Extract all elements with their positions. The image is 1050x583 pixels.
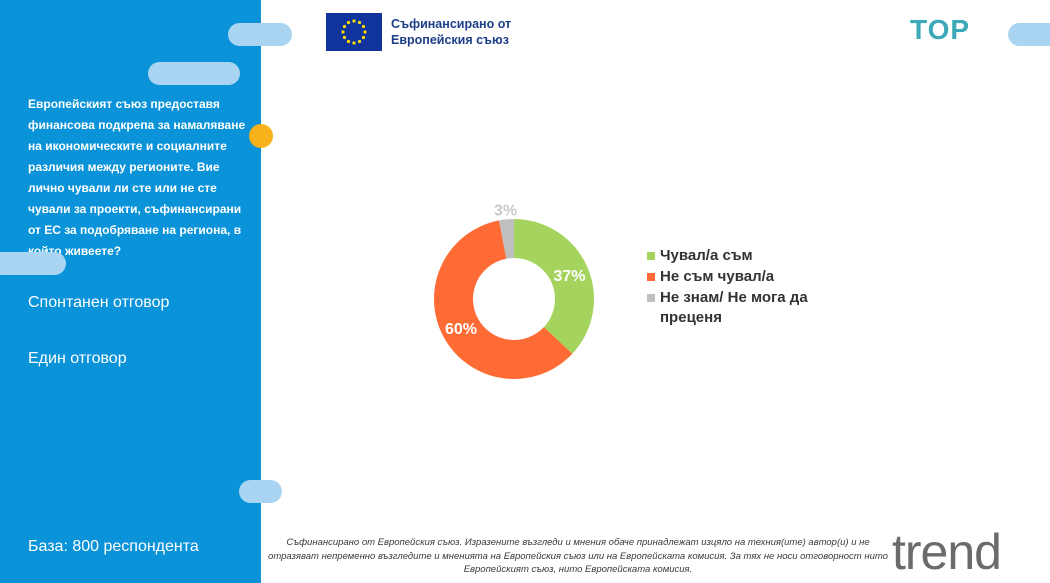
legend-swatch [647, 252, 655, 260]
base-size-note: База: 800 респондента [28, 538, 199, 555]
donut-chart: 37% 60% 3% [420, 188, 620, 388]
legend-swatch [647, 294, 655, 302]
decorative-pill [239, 480, 282, 503]
sidebar-panel: Европейският съюз предоставя финансова п… [0, 0, 261, 583]
legend-label: Чувал/а съм [660, 247, 753, 264]
eu-flag-icon [326, 13, 382, 51]
eu-cofunding-badge: Съфинансирано от Европейския съюз [326, 13, 511, 51]
legend-item: Чувал/а съм [647, 246, 810, 266]
accent-dot [249, 124, 273, 148]
legend-item: Не съм чувал/а [647, 267, 810, 287]
survey-question: Европейският съюз предоставя финансова п… [28, 97, 246, 258]
donut-slice [499, 219, 514, 259]
donut-slice [434, 220, 573, 379]
decorative-pill [1008, 23, 1050, 46]
decorative-pill [148, 62, 240, 85]
trend-logo: trend [892, 524, 1042, 580]
disclaimer-text: Съфинансирано от Европейския съюз. Израз… [268, 537, 888, 575]
donut-data-label: 37% [554, 268, 586, 285]
donut-chart-svg: 37% 60% 3% [434, 202, 594, 379]
top-logo: TOP [910, 14, 988, 56]
answer-type-note: Спонтанен отговор [28, 294, 170, 311]
eu-label-line-1: Съфинансирано от [391, 17, 512, 31]
legend-item: Не знам/ Не мога да преценя [647, 288, 810, 328]
trend-logo-text: trend [892, 524, 1002, 580]
donut-slice [514, 219, 594, 354]
donut-data-label: 3% [494, 202, 517, 219]
answer-count-note: Един отговор [28, 350, 127, 367]
top-logo-text: TOP [910, 14, 971, 45]
legend-label: Не знам/ Не мога да преценя [660, 289, 808, 326]
decorative-pill [0, 252, 66, 275]
legend-swatch [647, 273, 655, 281]
eu-label-line-2: Европейския съюз [391, 33, 509, 47]
decorative-pill [228, 23, 292, 46]
chart-legend: Чувал/а съм Не съм чувал/а Не знам/ Не мог… [647, 246, 810, 329]
donut-data-label: 60% [445, 321, 477, 338]
legend-label: Не съм чувал/а [660, 268, 775, 285]
